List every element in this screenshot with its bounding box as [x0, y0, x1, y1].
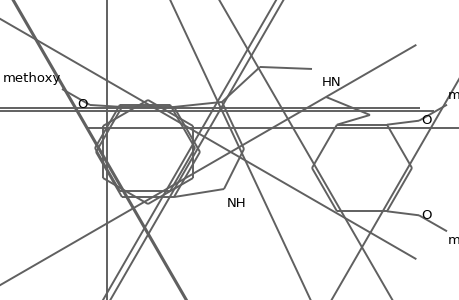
- Text: NH: NH: [226, 196, 246, 209]
- Text: O: O: [420, 114, 431, 127]
- Text: HN: HN: [321, 76, 341, 89]
- Text: O: O: [77, 98, 88, 112]
- Text: methoxy4: methoxy4: [447, 234, 459, 247]
- Text: methoxy3: methoxy3: [447, 89, 459, 102]
- Text: methoxy: methoxy: [3, 72, 61, 85]
- Text: O: O: [420, 209, 431, 222]
